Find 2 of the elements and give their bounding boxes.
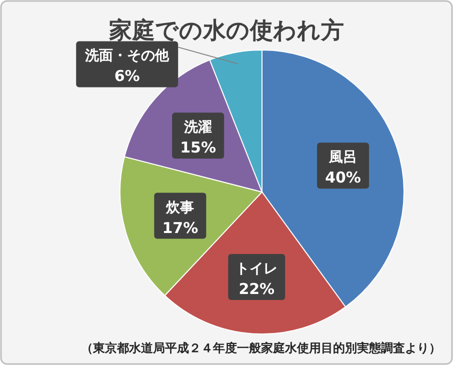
annotation: （東京都水道局平成２４年度一般家庭水使用目的別実態調査より） <box>81 341 441 355</box>
title: 家庭での水の使われ方 <box>109 18 344 44</box>
